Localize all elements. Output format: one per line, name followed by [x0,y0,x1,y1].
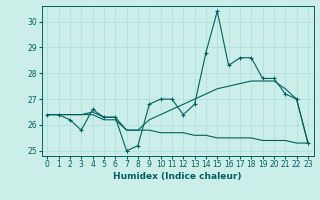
X-axis label: Humidex (Indice chaleur): Humidex (Indice chaleur) [113,172,242,181]
